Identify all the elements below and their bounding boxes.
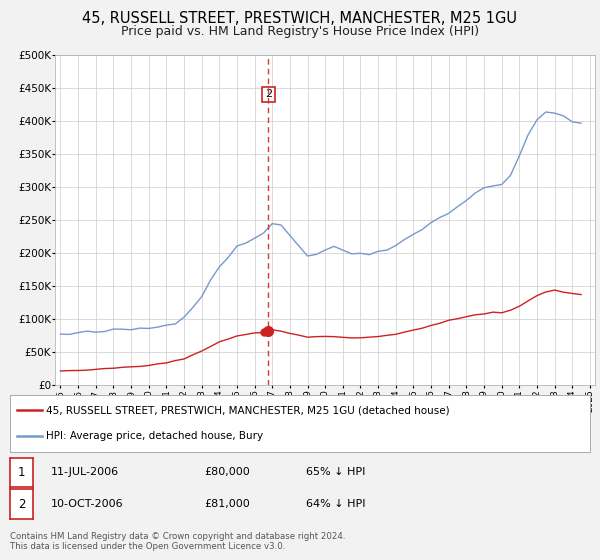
Text: Contains HM Land Registry data © Crown copyright and database right 2024.
This d: Contains HM Land Registry data © Crown c… [10,532,346,552]
Text: Price paid vs. HM Land Registry's House Price Index (HPI): Price paid vs. HM Land Registry's House … [121,25,479,38]
Text: 1: 1 [18,465,25,479]
Text: 65% ↓ HPI: 65% ↓ HPI [306,467,365,477]
Text: 10-OCT-2006: 10-OCT-2006 [51,499,124,509]
Text: 2: 2 [265,90,272,100]
Text: £81,000: £81,000 [204,499,250,509]
Text: 2: 2 [18,497,25,511]
Text: 45, RUSSELL STREET, PRESTWICH, MANCHESTER, M25 1GU (detached house): 45, RUSSELL STREET, PRESTWICH, MANCHESTE… [46,405,450,415]
Text: 64% ↓ HPI: 64% ↓ HPI [306,499,365,509]
Text: 11-JUL-2006: 11-JUL-2006 [51,467,119,477]
Text: 45, RUSSELL STREET, PRESTWICH, MANCHESTER, M25 1GU: 45, RUSSELL STREET, PRESTWICH, MANCHESTE… [83,11,517,26]
Text: £80,000: £80,000 [204,467,250,477]
Text: HPI: Average price, detached house, Bury: HPI: Average price, detached house, Bury [46,432,263,441]
